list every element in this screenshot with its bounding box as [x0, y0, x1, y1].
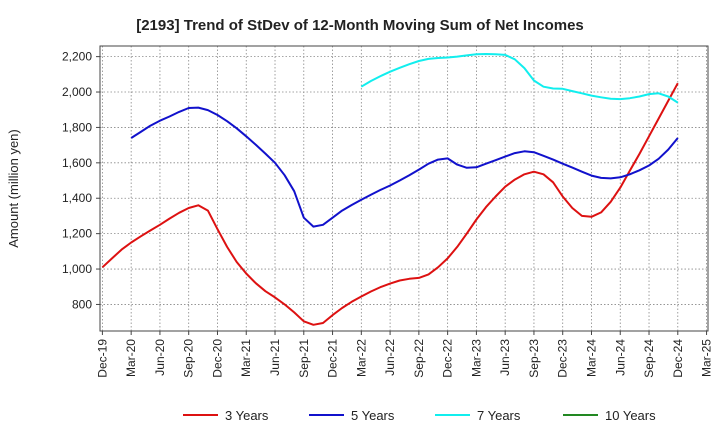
series-lines — [101, 53, 679, 326]
x-tick-label: Dec-19 — [95, 339, 109, 378]
x-tick-label: Jun-20 — [153, 339, 167, 376]
legend-label: 3 Years — [225, 408, 269, 423]
y-tick-label: 2,000 — [62, 85, 92, 99]
y-tick-label: 1,000 — [62, 262, 92, 276]
x-tick-label: Mar-23 — [469, 339, 483, 377]
legend: 3 Years 5 Years 7 Years 10 Years — [183, 408, 656, 423]
x-tick-label: Dec-20 — [210, 339, 224, 378]
series-line-3 — [360, 53, 679, 104]
x-axis-ticks: Dec-19 Mar-20 Jun-20 Sep-20 Dec-20 Mar-21 Jun-… — [95, 331, 714, 378]
y-tick-label: 1,600 — [62, 156, 92, 170]
x-tick-label: Dec-21 — [326, 339, 340, 378]
x-tick-label: Dec-24 — [671, 339, 685, 378]
x-tick-label: Sep-22 — [412, 339, 426, 378]
series-line-1 — [101, 82, 679, 326]
x-tick-label: Mar-20 — [124, 339, 138, 377]
x-tick-label: Dec-23 — [556, 339, 570, 378]
x-tick-label: Mar-21 — [239, 339, 253, 377]
y-axis-ticks: 800 1,000 1,200 1,400 1,600 1,800 2,000 2,200 — [62, 50, 100, 311]
chart-title: [2193] Trend of StDev of 12-Month Moving… — [136, 17, 584, 34]
plot-area — [99, 45, 709, 332]
x-tick-label: Mar-25 — [700, 339, 714, 377]
x-tick-label: Sep-23 — [527, 339, 541, 378]
y-tick-label: 800 — [72, 297, 92, 311]
x-tick-label: Jun-21 — [268, 339, 282, 376]
x-tick-label: Sep-21 — [297, 339, 311, 378]
grid-lines — [100, 46, 708, 331]
legend-label: 7 Years — [477, 408, 521, 423]
legend-label: 5 Years — [351, 408, 395, 423]
x-tick-label: Jun-23 — [498, 339, 512, 376]
series-line-2 — [130, 106, 679, 228]
legend-label: 10 Years — [605, 408, 656, 423]
y-tick-label: 1,400 — [62, 191, 92, 205]
y-tick-label: 2,200 — [62, 50, 92, 64]
x-tick-label: Sep-24 — [642, 339, 656, 378]
x-tick-label: Mar-24 — [584, 339, 598, 377]
y-axis-label: Amount (million yen) — [6, 129, 21, 248]
x-tick-label: Sep-20 — [182, 339, 196, 378]
y-tick-label: 1,800 — [62, 120, 92, 134]
x-tick-label: Jun-24 — [613, 339, 627, 376]
x-tick-label: Mar-22 — [354, 339, 368, 377]
y-tick-label: 1,200 — [62, 227, 92, 241]
x-tick-label: Dec-22 — [441, 339, 455, 378]
x-tick-label: Jun-22 — [383, 339, 397, 376]
